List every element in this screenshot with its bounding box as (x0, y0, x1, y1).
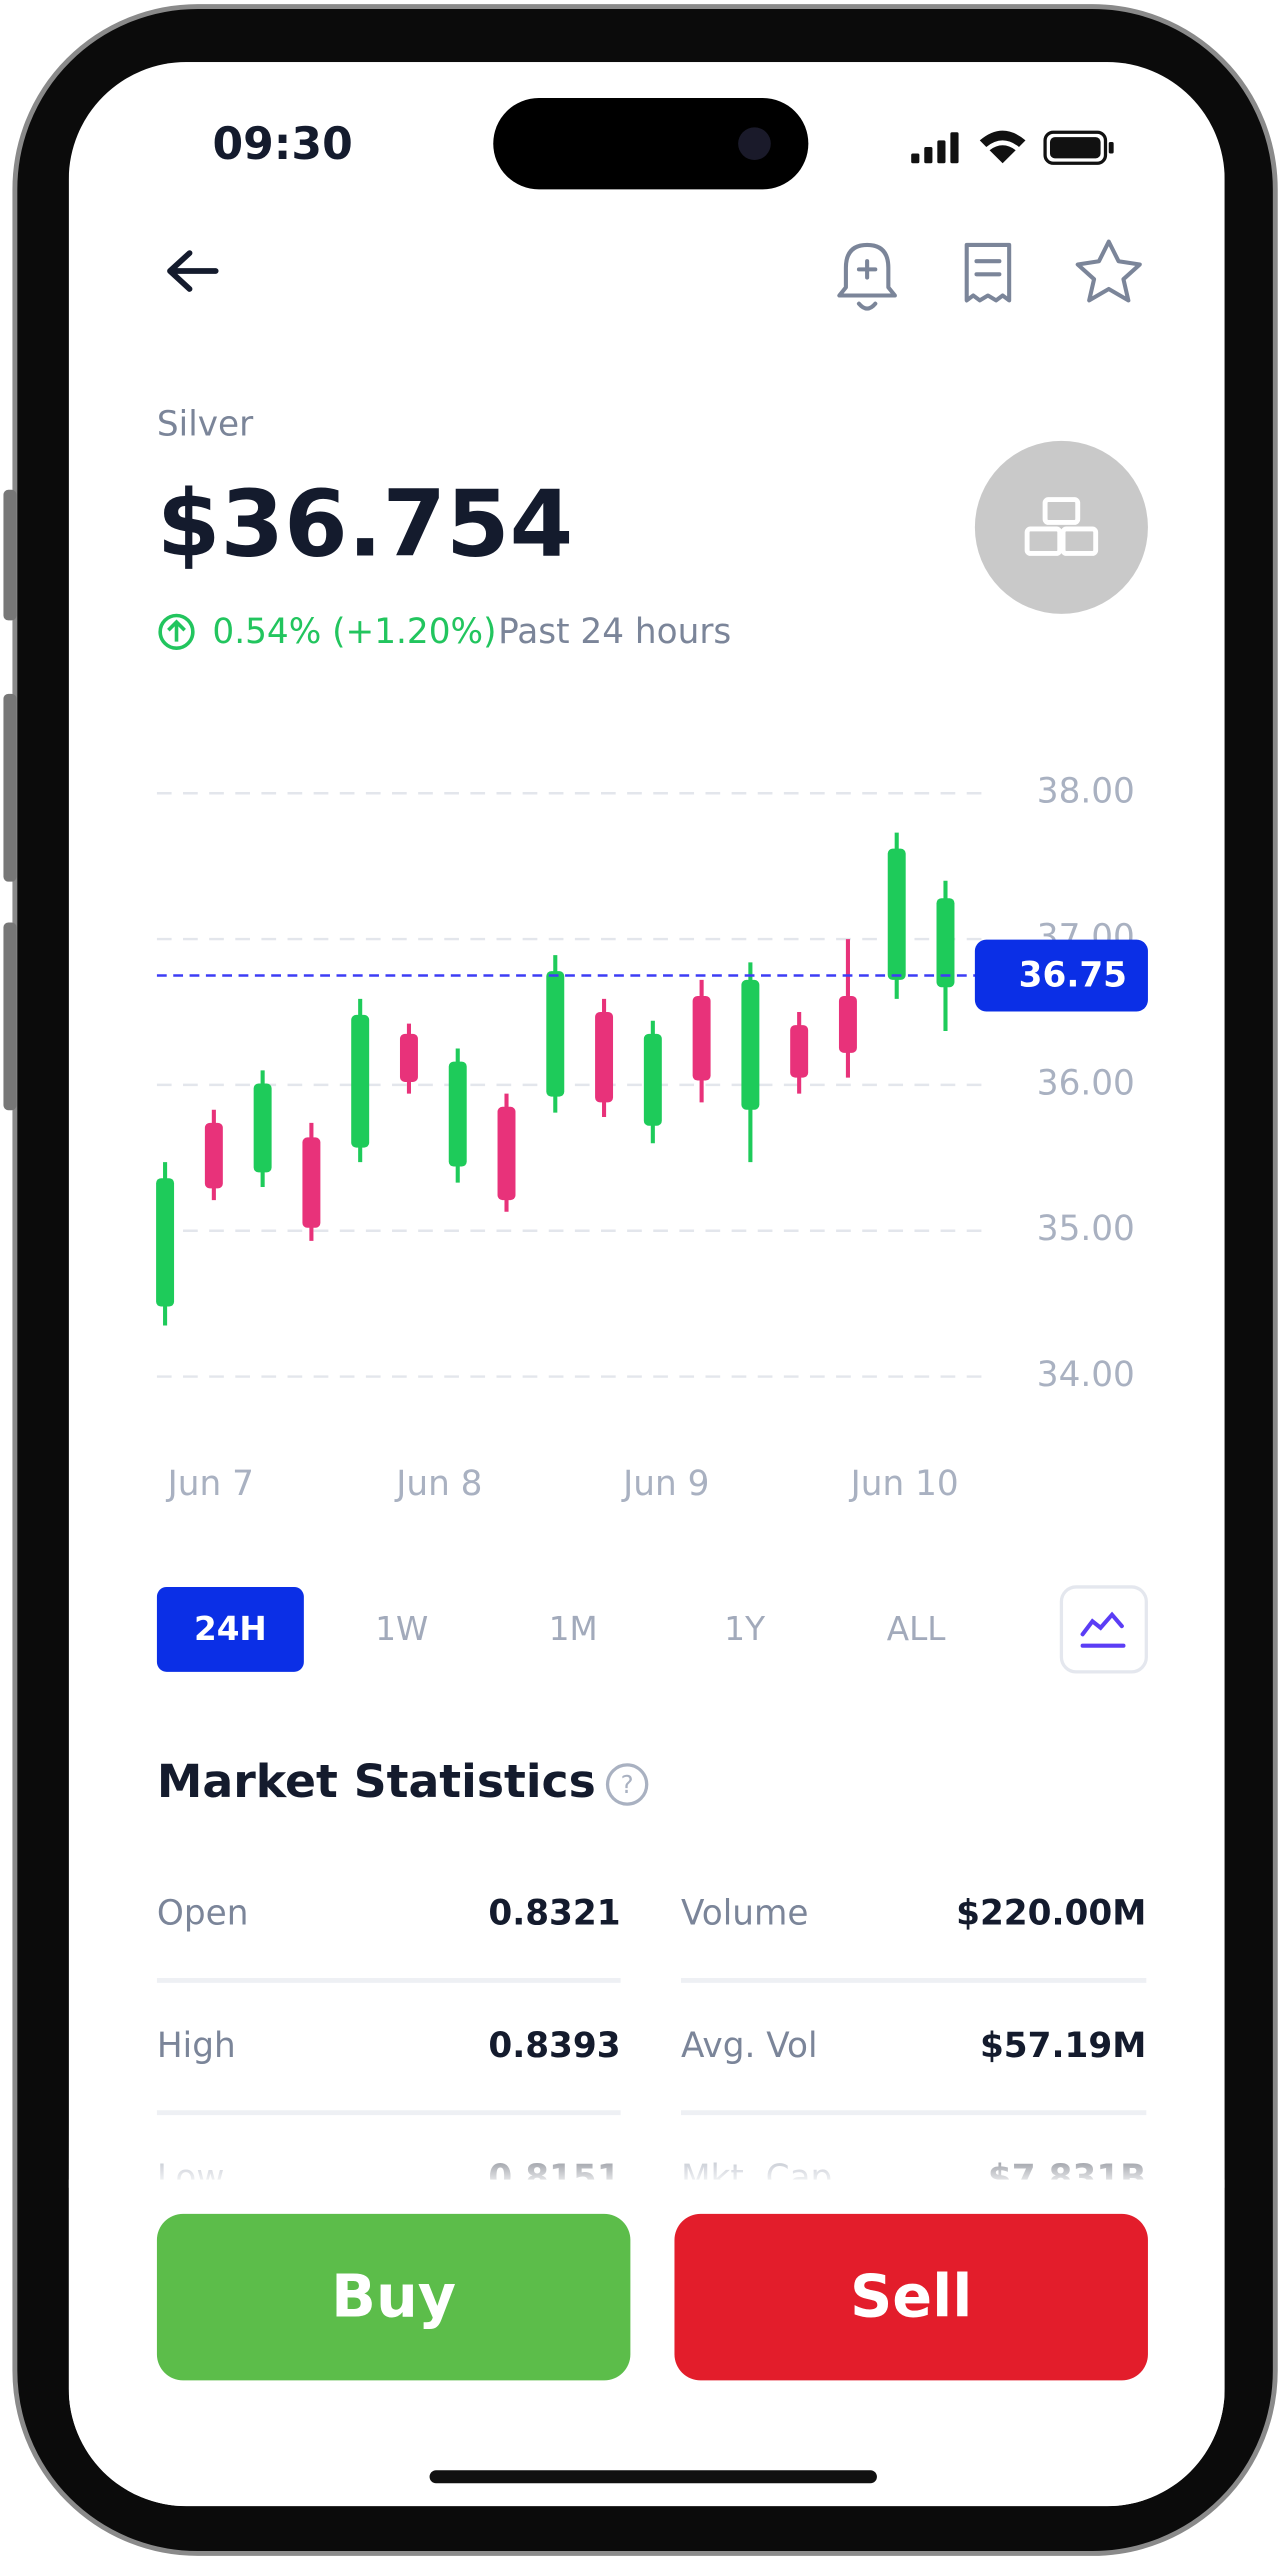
candle-body (399, 1033, 418, 1082)
x-tick-label: Jun 7 (166, 1464, 254, 1504)
side-button (3, 489, 17, 621)
asset-price: $36.754 (157, 471, 573, 578)
candle-body (790, 1025, 809, 1078)
x-tick-label: Jun 9 (621, 1464, 709, 1504)
current-price-label: 36.75 (1019, 956, 1127, 996)
candle-body (497, 1106, 516, 1201)
candle-body (595, 1011, 614, 1103)
range-button[interactable]: 1Y (724, 1610, 765, 1648)
home-indicator (429, 2470, 877, 2484)
stat-value: 0.8321 (488, 1894, 620, 1934)
stat-label: Avg. Vol (681, 2026, 818, 2066)
side-button (3, 922, 17, 1111)
change-arrow (167, 619, 186, 642)
chart-type-icon (1080, 1611, 1126, 1648)
y-tick-label: 36.00 (1037, 1063, 1135, 1103)
info-icon[interactable] (605, 1763, 649, 1806)
orders-button[interactable] (964, 242, 1012, 303)
back-button[interactable] (167, 250, 219, 292)
candle-body (448, 1061, 467, 1167)
asset-name: Silver (157, 405, 254, 445)
x-tick-label: Jun 10 (849, 1464, 959, 1504)
candle-body (692, 995, 711, 1081)
stats-title: Market Statistics (157, 1755, 596, 1808)
range-button[interactable]: 24H (194, 1610, 267, 1648)
change-icon (158, 613, 195, 650)
y-tick-label: 35.00 (1037, 1209, 1135, 1249)
candle-body (838, 995, 857, 1053)
sell-label: Sell (850, 2262, 972, 2331)
stat-label: High (157, 2026, 236, 2066)
camera (738, 127, 771, 160)
sell-button[interactable] (674, 2213, 1148, 2381)
y-tick-label: 34.00 (1037, 1355, 1135, 1395)
candle-body (204, 1122, 223, 1189)
stat-value: 0.8393 (488, 2026, 620, 2066)
stat-label: Volume (681, 1894, 808, 1934)
price-change: 0.54% (+1.20%) (212, 612, 496, 652)
candle-body (302, 1137, 321, 1228)
range-button[interactable]: 1W (375, 1610, 428, 1648)
candle-body (546, 971, 565, 1097)
asset-icon-glyph (1024, 497, 1099, 556)
alert-button[interactable] (837, 242, 897, 311)
favorite-button[interactable] (1075, 239, 1142, 303)
dynamic-island (493, 97, 809, 190)
stat-value: $220.00M (956, 1894, 1146, 1934)
candle-body (156, 1178, 175, 1307)
content: 09:30 Silver $36.754 0.54% (+1.20%) (68, 97, 1225, 2507)
candle-body (351, 1014, 370, 1148)
stat-label: Open (157, 1894, 249, 1934)
candle-body (643, 1033, 662, 1126)
range-active-bg (156, 1586, 304, 1672)
info-glyph: ? (621, 1770, 634, 1799)
status-icons (911, 130, 1114, 165)
scroll-fade (68, 2122, 1225, 2188)
y-tick-label: 38.00 (1037, 772, 1135, 812)
x-tick-label: Jun 8 (394, 1464, 482, 1504)
time-range-selector: 24H 1W 1M 1Y ALL (156, 1586, 947, 1672)
buy-label: Buy (331, 2262, 456, 2331)
range-button[interactable]: 1M (549, 1610, 598, 1648)
candle-body (741, 979, 760, 1110)
candle-body (936, 898, 955, 988)
stat-value: $57.19M (980, 2026, 1146, 2066)
current-price-badge (974, 939, 1148, 1012)
buy-button[interactable] (156, 2213, 631, 2381)
candle-body (887, 848, 906, 980)
candle-body (253, 1083, 272, 1173)
status-time: 09:30 (212, 119, 352, 170)
asset-icon (974, 440, 1148, 614)
chart-type-toggle[interactable] (1059, 1585, 1148, 1674)
side-button (3, 693, 17, 882)
change-period: Past 24 hours (498, 612, 731, 652)
range-button[interactable]: ALL (887, 1610, 947, 1648)
screen: 09:30 Silver $36.754 0.54% (+1.20%) (68, 62, 1225, 2507)
